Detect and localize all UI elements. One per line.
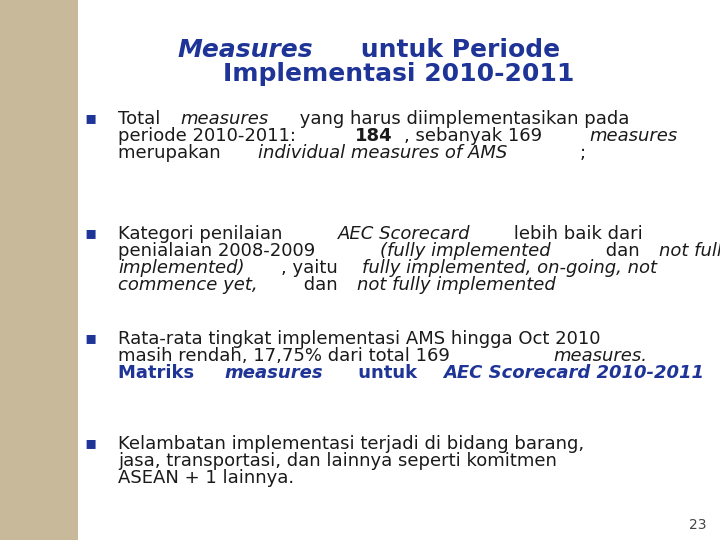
Text: untuk Periode: untuk Periode	[352, 38, 560, 62]
Text: 184: 184	[355, 127, 392, 145]
Text: ▪: ▪	[84, 434, 96, 452]
Text: measures.: measures.	[554, 347, 648, 365]
Text: ▪: ▪	[84, 224, 96, 242]
Text: individual measures of AMS: individual measures of AMS	[258, 144, 507, 162]
Text: not fully: not fully	[659, 242, 720, 260]
Text: Matriks: Matriks	[118, 364, 200, 382]
Text: periode 2010-2011:: periode 2010-2011:	[118, 127, 302, 145]
Text: fully implemented, on-going, not: fully implemented, on-going, not	[362, 259, 657, 277]
Text: ▪: ▪	[84, 109, 96, 127]
Text: ;: ;	[580, 144, 585, 162]
Text: untuk: untuk	[351, 364, 423, 382]
Text: , sebanyak 169: , sebanyak 169	[404, 127, 547, 145]
Text: AEC Scorecard 2010-2011: AEC Scorecard 2010-2011	[444, 364, 705, 382]
Text: merupakan: merupakan	[118, 144, 226, 162]
Text: 23: 23	[688, 518, 706, 532]
Text: (fully implemented: (fully implemented	[380, 242, 551, 260]
Text: yang harus diimplementasikan pada: yang harus diimplementasikan pada	[294, 110, 629, 128]
Text: measures: measures	[180, 110, 269, 128]
Text: jasa, transportasi, dan lainnya seperti komitmen: jasa, transportasi, dan lainnya seperti …	[118, 452, 557, 470]
Text: ▪: ▪	[84, 329, 96, 347]
Text: , yaitu: , yaitu	[282, 259, 343, 277]
Text: implemented): implemented)	[118, 259, 245, 277]
Text: not fully implemented: not fully implemented	[356, 276, 555, 294]
Text: Total: Total	[118, 110, 166, 128]
Text: commence yet,: commence yet,	[118, 276, 258, 294]
Text: measures: measures	[225, 364, 323, 382]
Text: Kategori penilaian: Kategori penilaian	[118, 225, 288, 243]
Bar	[0, 0, 78, 540]
Text: ASEAN + 1 lainnya.: ASEAN + 1 lainnya.	[118, 469, 294, 487]
Text: dan: dan	[600, 242, 645, 260]
Text: Implementasi 2010-2011: Implementasi 2010-2011	[223, 62, 575, 86]
Text: Rata-rata tingkat implementasi AMS hingga Oct 2010: Rata-rata tingkat implementasi AMS hingg…	[118, 330, 600, 348]
Text: penialaian 2008-2009: penialaian 2008-2009	[118, 242, 321, 260]
Text: measures: measures	[589, 127, 678, 145]
Text: dan: dan	[298, 276, 343, 294]
Text: Kelambatan implementasi terjadi di bidang barang,: Kelambatan implementasi terjadi di bidan…	[118, 435, 584, 453]
Text: lebih baik dari: lebih baik dari	[508, 225, 643, 243]
Text: AEC Scorecard: AEC Scorecard	[338, 225, 470, 243]
Text: masih rendah, 17,75% dari total 169: masih rendah, 17,75% dari total 169	[118, 347, 456, 365]
Text: Measures: Measures	[177, 38, 313, 62]
